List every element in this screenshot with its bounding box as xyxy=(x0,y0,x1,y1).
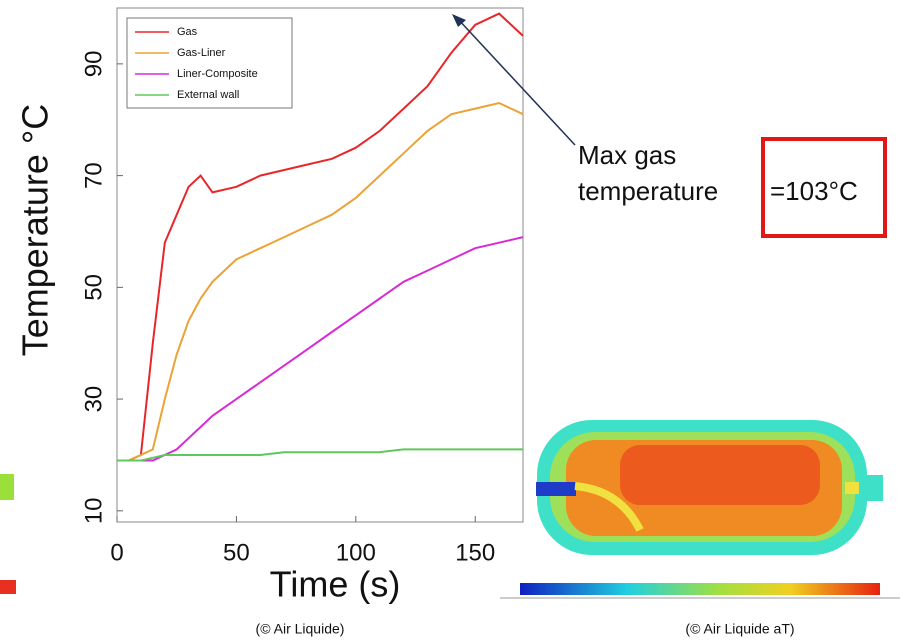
series-line xyxy=(117,449,523,460)
fragment xyxy=(0,580,16,594)
highlight-value: =103°C xyxy=(770,176,858,206)
fragment xyxy=(0,474,14,500)
x-tick-label: 100 xyxy=(336,539,376,566)
y-tick-label: 30 xyxy=(80,386,107,413)
legend-label: External wall xyxy=(177,89,239,101)
credit: (© Air Liquide) xyxy=(256,621,345,637)
annotation: Max gas xyxy=(578,140,676,170)
legend-label: Gas-Liner xyxy=(177,47,226,59)
y-tick-label: 50 xyxy=(80,274,107,301)
x-tick-label: 0 xyxy=(110,539,123,566)
annotation: temperature xyxy=(578,176,718,206)
credit: (© Air Liquide aT) xyxy=(685,621,794,637)
x-tick-label: 150 xyxy=(455,539,495,566)
y-tick-label: 10 xyxy=(80,497,107,524)
series-line xyxy=(117,103,523,461)
slide: 0 50 100 150 10 30 50 70 90 Gas Gas-Liner Liner-Com… xyxy=(0,0,901,642)
legend-label: Gas xyxy=(177,26,198,38)
annotation-arrow xyxy=(457,18,575,145)
x-axis-label: Time (s) xyxy=(270,564,401,605)
cfd-image xyxy=(500,420,900,598)
y-tick-label: 70 xyxy=(80,162,107,189)
y-tick-label: 90 xyxy=(80,51,107,78)
legend-label: Liner-Composite xyxy=(177,68,258,80)
y-axis-label: Temperature °C xyxy=(15,104,56,357)
x-tick-label: 50 xyxy=(223,539,250,566)
